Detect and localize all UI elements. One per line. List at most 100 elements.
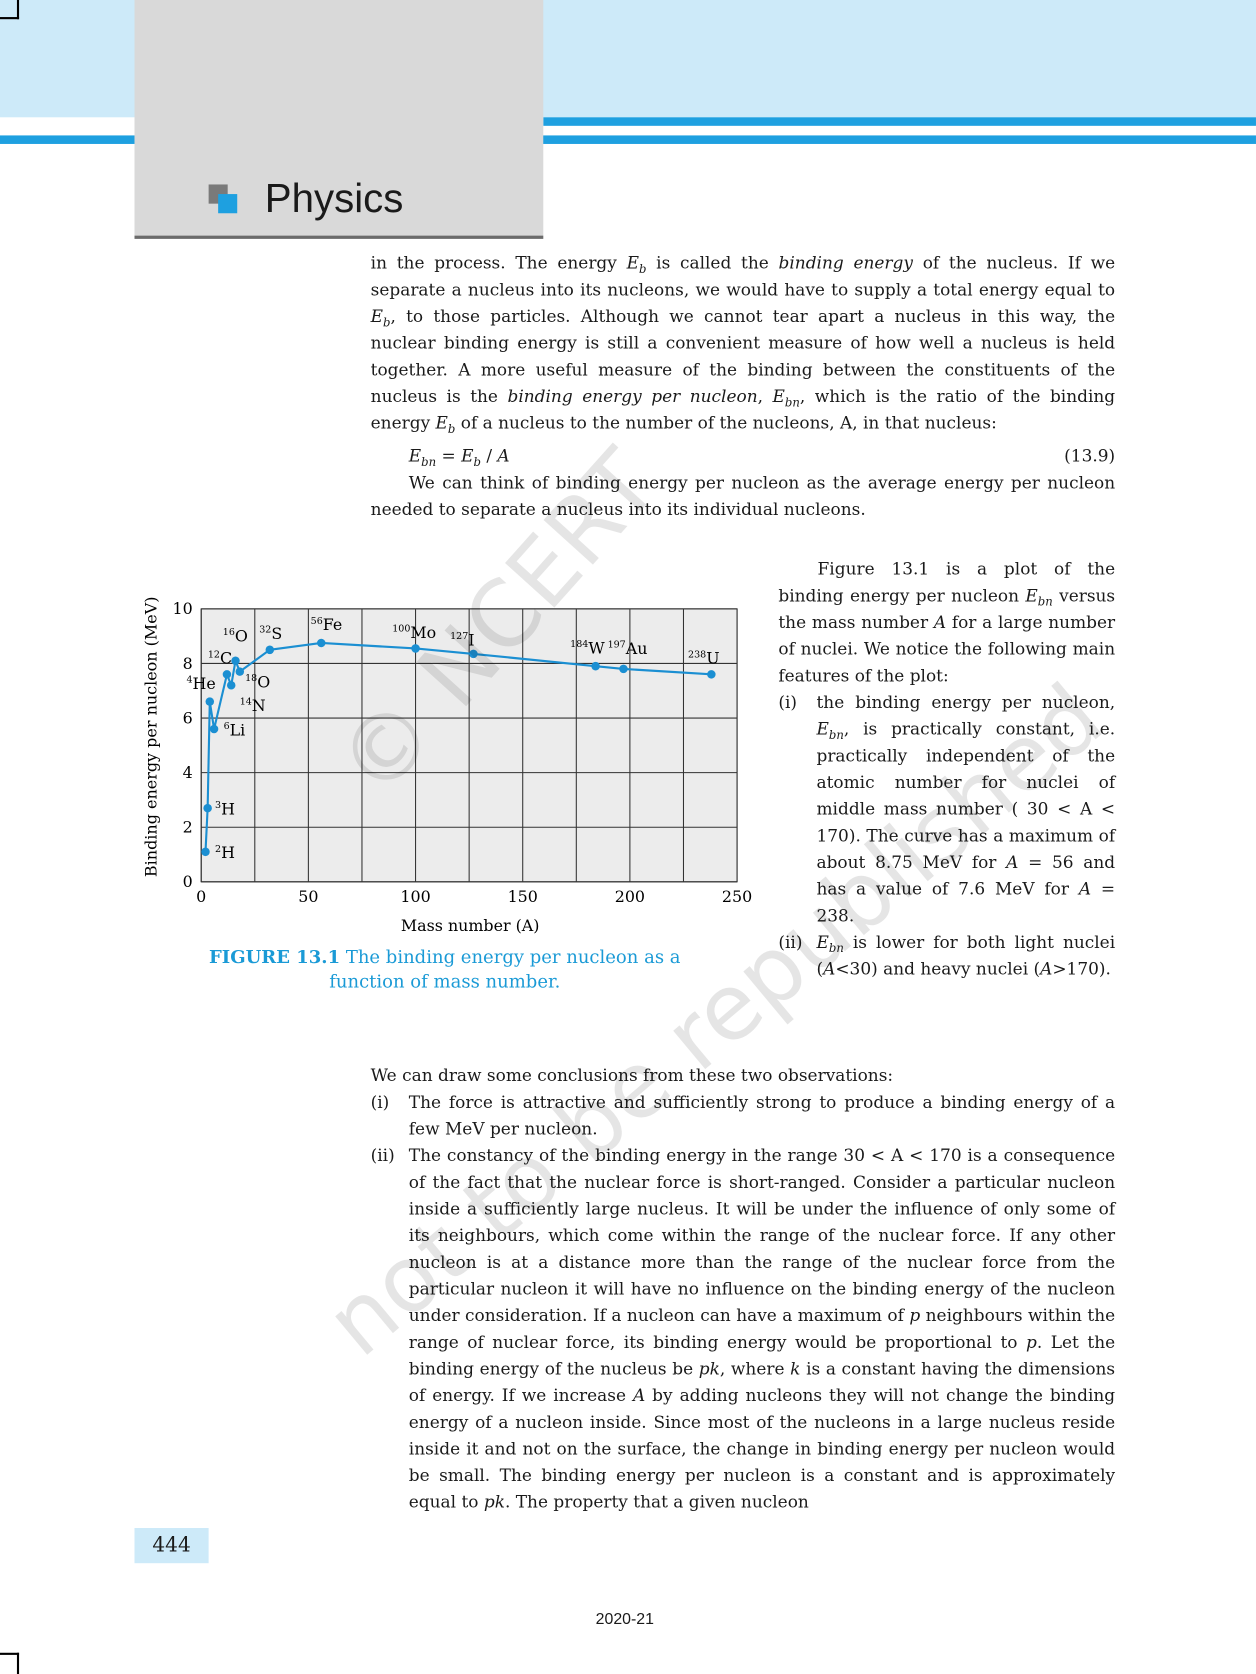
text-run: . The property that a given nucleon [504,1491,809,1513]
text-run: b [383,315,391,330]
text-run: b [447,422,456,437]
text-run: E [1025,585,1038,606]
x-tick-label: 0 [196,887,206,906]
data-point [591,661,600,671]
text-run: The force is attractive and sufficiently… [408,1091,1116,1139]
paragraph: We can think of binding energy per nucle… [371,469,1115,522]
text-run: E [816,718,829,739]
point-label-mass: 16 [223,627,235,638]
list-marker: (i) [778,692,798,713]
header-stripe [543,117,1256,126]
y-tick-label: 8 [183,654,193,673]
data-point [205,697,215,706]
text-run: A [1006,851,1019,873]
point-label: 100Mo [392,623,436,642]
text-run: , to those particles. Although we cannot… [370,306,1116,407]
point-label-symbol: N [252,696,266,715]
figure-caption: FIGURE 13.1 The binding energy per nucle… [207,946,684,995]
y-axis-label: Binding energy per nucleon (MeV) [142,597,161,878]
text-run: E [772,386,785,407]
paragraph: in the process. The energy Eb is called … [370,250,1116,437]
conclusion-column: We can draw some conclusions from these … [371,1062,1115,1515]
point-label: 14N [240,696,266,715]
text-run: = 238. [816,878,1116,926]
paragraph: Figure 13.1 is a plot of the binding ene… [778,556,1115,689]
text-run: p [1026,1331,1037,1353]
text-run: bn [421,455,437,470]
point-label-mass: 184 [570,639,588,650]
feature-list: (i) the binding energy per nucleon, Ebn, … [778,689,1115,982]
equation: Ebn = Eb / A (13.9) [371,443,1115,470]
list-item: (i) the binding energy per nucleon, Ebn, … [778,689,1115,929]
main-column: in the process. The energy Eb is called … [370,250,1116,523]
point-label-symbol: Mo [410,623,436,642]
text-run: pk [698,1358,720,1379]
data-point [231,656,240,665]
text-run: The constancy of the binding energy in t… [408,1145,1116,1326]
equation-number: (13.9) [1064,445,1116,466]
text-run: Figure 13.1 is a plot of the binding ene… [778,558,1116,606]
text-run: E [370,306,384,327]
list-marker: (ii) [778,931,803,953]
point-label-symbol: O [257,673,270,692]
text-run: <30) and heavy nuclei ( [835,958,1041,979]
point-label-symbol: I [468,630,474,649]
point-label-symbol: C [220,649,232,668]
text-run: E [816,931,829,953]
caption-label: FIGURE 13.1 [209,946,341,969]
text-run: >170). [1052,958,1111,979]
point-label-mass: 6 [224,721,230,732]
point-label-symbol: S [271,624,282,643]
crop-mark [0,1652,20,1674]
text-run: of the nucleus. If we separate a nucleus… [370,252,1116,300]
text-run: We can draw some conclusions from these … [370,1065,894,1086]
data-point [226,681,236,690]
side-column: Figure 13.1 is a plot of the binding ene… [778,556,1115,983]
point-label-mass: 127 [450,631,468,642]
point-label: 127I [450,630,474,649]
text-run: bn [828,728,844,743]
x-tick-label: 250 [722,887,752,906]
point-label: 32S [259,624,282,643]
chart: Mass number (A) Binding energy per nucle… [142,597,752,935]
text-run: We can think of binding energy per nucle… [370,472,1116,520]
point-label-mass: 56 [311,616,323,627]
text-run: A [933,612,947,633]
data-point [619,664,628,674]
list-marker: (i) [370,1091,390,1113]
data-point [209,724,219,734]
point-label-mass: 14 [240,696,252,707]
data-point [317,638,326,648]
y-tick-label: 0 [183,872,193,891]
header-title: Physics [264,177,404,222]
point-label-symbol: H [221,799,235,818]
text-run: E [435,412,448,433]
data-point [235,667,245,676]
text-run: p [909,1305,921,1326]
text-run: of a nucleus to the number of the nucleo… [455,412,997,433]
text-run: bn [828,941,844,956]
data-point [201,847,210,857]
text-run: by adding nucleons they will not change … [408,1385,1116,1513]
page-number: 444 [134,1528,209,1564]
y-tick-label: 4 [183,763,193,782]
text-run: . Let the binding energy of the nucleus … [408,1331,1116,1379]
point-label-mass: 2 [215,844,221,855]
list-item: (i) The force is attractive and sufficien… [371,1089,1115,1142]
data-point [222,670,232,679]
caption-text: The binding energy per nucleon as a func… [329,946,681,993]
point-label-mass: 100 [392,623,410,634]
text-run: , [757,386,773,407]
point-label: 18O [245,673,270,692]
point-label-symbol: O [235,626,248,645]
point-label-mass: 18 [245,673,257,684]
text-run: E [626,252,639,273]
point-label: 56Fe [311,615,343,634]
point-label-symbol: Li [230,720,246,739]
footer: 2020-21 [595,1610,654,1629]
text-run: binding energy [778,252,913,273]
equation-expression: Ebn = Eb / A [409,445,510,470]
text-run: E [461,445,474,466]
paragraph: We can draw some conclusions from these … [371,1062,1115,1089]
